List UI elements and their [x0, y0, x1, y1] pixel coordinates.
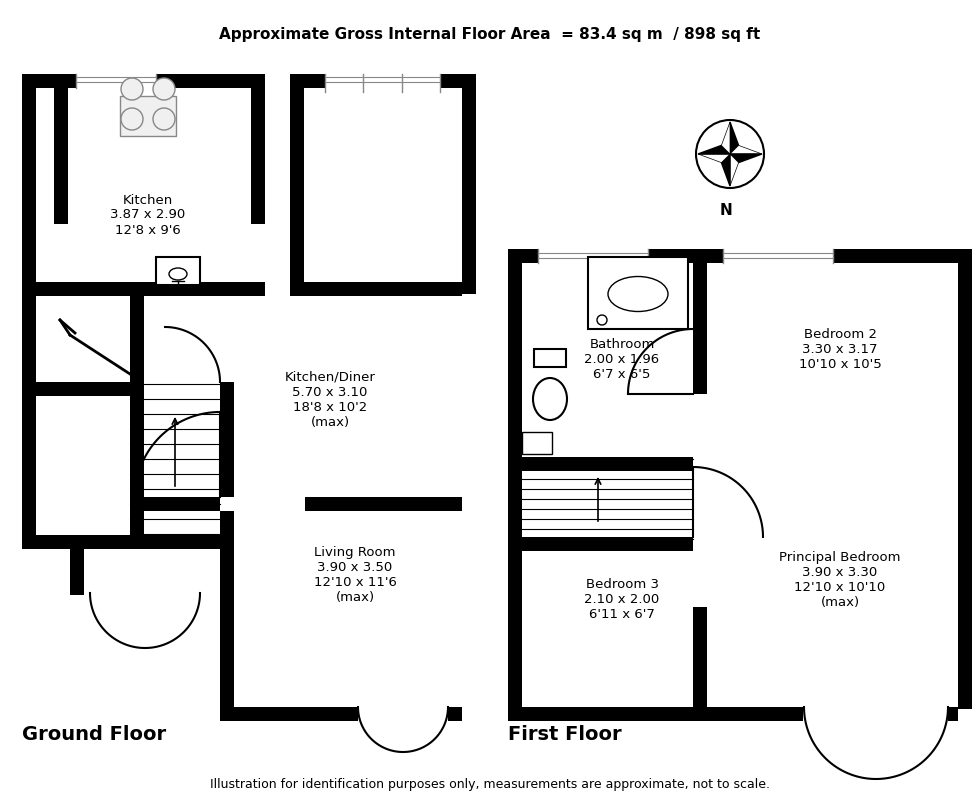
Text: Bathroom
2.00 x 1.96
6'7 x 6'5: Bathroom 2.00 x 1.96 6'7 x 6'5	[584, 338, 660, 381]
Bar	[803, 707, 948, 721]
Bar	[693, 394, 707, 460]
Bar	[508, 250, 522, 709]
Bar	[54, 75, 68, 225]
Text: N: N	[719, 203, 732, 217]
Ellipse shape	[169, 268, 187, 281]
Bar	[220, 497, 234, 709]
Bar	[534, 350, 566, 367]
Polygon shape	[730, 146, 762, 155]
Bar	[290, 283, 462, 297]
Text: Bedroom 3
2.10 x 2.00
6'11 x 6'7: Bedroom 3 2.10 x 2.00 6'11 x 6'7	[584, 577, 660, 620]
Polygon shape	[721, 122, 730, 155]
Bar	[22, 75, 36, 294]
Bar	[90, 594, 200, 607]
Text: Bedroom 2
3.30 x 3.17
10'10 x 10'5: Bedroom 2 3.30 x 3.17 10'10 x 10'5	[799, 328, 881, 371]
Text: First Floor: First Floor	[508, 724, 621, 744]
Polygon shape	[698, 146, 730, 155]
Text: Ground Floor: Ground Floor	[22, 724, 167, 744]
Bar	[462, 75, 476, 294]
Bar	[22, 535, 220, 549]
Circle shape	[121, 79, 143, 101]
Bar	[508, 538, 693, 551]
Ellipse shape	[608, 277, 668, 312]
Circle shape	[153, 79, 175, 101]
Bar	[22, 283, 36, 538]
Bar	[693, 538, 707, 607]
Bar	[130, 283, 144, 500]
Bar	[522, 432, 552, 454]
Text: Kitchen/Diner
5.70 x 3.10
18'8 x 10'2
(max): Kitchen/Diner 5.70 x 3.10 18'8 x 10'2 (m…	[284, 371, 375, 428]
Bar	[130, 497, 462, 512]
Bar	[693, 250, 707, 460]
Text: Illustration for identification purposes only, measurements are approximate, not: Illustration for identification purposes…	[210, 778, 770, 791]
Bar	[251, 75, 265, 225]
Bar	[723, 250, 833, 264]
Text: Principal Bedroom
3.90 x 3.30
12'10 x 10'10
(max): Principal Bedroom 3.90 x 3.30 12'10 x 10…	[779, 551, 901, 608]
Bar	[220, 497, 305, 512]
Bar	[508, 457, 693, 471]
Bar	[22, 75, 265, 89]
Bar	[156, 258, 200, 285]
Bar	[130, 283, 251, 297]
Bar	[358, 707, 448, 721]
Bar	[120, 97, 176, 137]
Bar	[588, 258, 688, 329]
Text: Living Room
3.90 x 3.50
12'10 x 11'6
(max): Living Room 3.90 x 3.50 12'10 x 11'6 (ma…	[314, 545, 397, 603]
Polygon shape	[730, 122, 739, 155]
Bar	[76, 75, 156, 89]
Text: Approximate Gross Internal Floor Area  = 83.4 sq m  / 898 sq ft: Approximate Gross Internal Floor Area = …	[220, 28, 760, 42]
Ellipse shape	[533, 379, 567, 420]
Bar	[958, 250, 972, 709]
Bar	[325, 75, 440, 89]
Bar	[508, 250, 958, 264]
Bar	[693, 538, 707, 709]
Circle shape	[597, 315, 607, 325]
Bar	[508, 707, 958, 721]
Polygon shape	[730, 155, 739, 187]
Bar	[22, 383, 130, 397]
Bar	[165, 383, 220, 397]
Bar	[538, 250, 648, 264]
Bar	[130, 383, 144, 538]
Polygon shape	[698, 155, 730, 163]
Bar	[70, 535, 84, 595]
Circle shape	[121, 109, 143, 131]
Bar	[220, 707, 462, 721]
Bar	[290, 75, 462, 89]
Bar	[220, 383, 234, 538]
Bar	[22, 283, 265, 297]
Polygon shape	[730, 155, 762, 163]
Polygon shape	[721, 155, 730, 187]
Circle shape	[153, 109, 175, 131]
Text: Kitchen
3.87 x 2.90
12'8 x 9'6: Kitchen 3.87 x 2.90 12'8 x 9'6	[111, 193, 185, 236]
Bar	[290, 75, 304, 294]
